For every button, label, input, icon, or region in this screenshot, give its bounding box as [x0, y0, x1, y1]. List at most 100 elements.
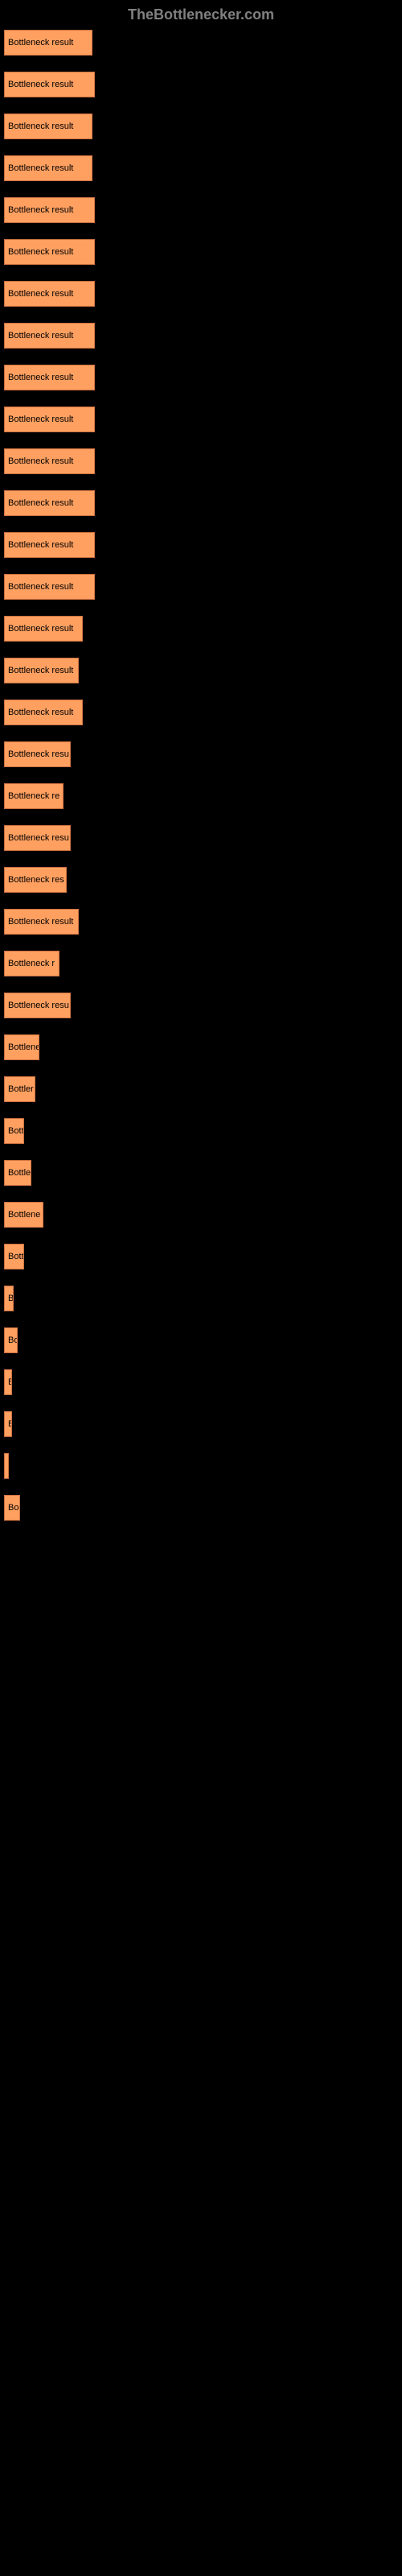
chart-bar: Bott: [4, 1244, 24, 1269]
chart-bar: Bottleneck resu: [4, 993, 71, 1018]
watermark-text: TheBottlenecker.com: [0, 0, 402, 30]
bar-row: B: [4, 1369, 398, 1395]
bar-label: B: [8, 1377, 12, 1387]
bar-label: B: [8, 1419, 12, 1429]
chart-bar: Bottleneck result: [4, 490, 95, 516]
chart-bar: Bottleneck result: [4, 574, 95, 600]
bar-row: Bottleneck result: [4, 700, 398, 725]
bar-label: Bottleneck result: [8, 163, 73, 173]
bar-label: Bo: [8, 1503, 18, 1513]
bar-label: Bottleneck result: [8, 456, 73, 466]
chart-bar: Bottleneck result: [4, 616, 83, 642]
bar-chart: Bottleneck result Bottleneck result Bottle…: [0, 30, 402, 1521]
chart-bar: B: [4, 1369, 12, 1395]
bar-label: Bottle: [8, 1168, 31, 1178]
bar-label: Bottler: [8, 1084, 34, 1094]
bar-row: Bottler: [4, 1076, 398, 1102]
chart-bar: Bottleneck re: [4, 783, 64, 809]
bar-row: Bottle: [4, 1160, 398, 1186]
bar-row: Bottleneck resu: [4, 741, 398, 767]
chart-bar: B: [4, 1411, 12, 1437]
chart-bar: Bottleneck result: [4, 700, 83, 725]
bar-label: Bott: [8, 1252, 24, 1261]
chart-bar: Bottleneck result: [4, 909, 79, 935]
bar-label: Bottleneck re: [8, 791, 59, 801]
bar-label: Bottleneck result: [8, 38, 73, 47]
bar-row: B: [4, 1411, 398, 1437]
chart-bar: Bo: [4, 1327, 18, 1353]
bar-label: Bottleneck result: [8, 373, 73, 382]
chart-bar: Bottleneck result: [4, 448, 95, 474]
bar-label: Bottleneck result: [8, 80, 73, 89]
bar-row: Bottleneck result: [4, 155, 398, 181]
chart-bar: Bottleneck r: [4, 951, 59, 976]
bar-row: Bottleneck result: [4, 574, 398, 600]
bar-row: Bottleneck result: [4, 323, 398, 349]
chart-bar: Bottleneck result: [4, 281, 95, 307]
bar-label: Bottleneck result: [8, 331, 73, 341]
bar-row: Bottleneck result: [4, 197, 398, 223]
bar-row: Bottleneck result: [4, 239, 398, 265]
bar-row: Bottleneck r: [4, 951, 398, 976]
chart-bar: Bottleneck res: [4, 867, 67, 893]
bar-label: Bottleneck result: [8, 708, 73, 717]
bar-label: Bottleneck result: [8, 540, 73, 550]
bar-label: Bottleneck result: [8, 247, 73, 257]
bar-row: Bottleneck result: [4, 114, 398, 139]
bar-label: Bottleneck result: [8, 582, 73, 592]
chart-bar: Bottleneck result: [4, 155, 92, 181]
bar-row: Bottleneck result: [4, 658, 398, 683]
bar-label: Bottleneck result: [8, 122, 73, 131]
bar-label: Bottleneck result: [8, 498, 73, 508]
bar-row: Bottleneck result: [4, 616, 398, 642]
chart-bar: Bottleneck result: [4, 407, 95, 432]
bar-row: Bottleneck resu: [4, 825, 398, 851]
bar-row: Bott: [4, 1244, 398, 1269]
bar-label: Bottleneck res: [8, 875, 64, 885]
chart-bar: Bottle: [4, 1160, 31, 1186]
bar-label: Bott: [8, 1126, 24, 1136]
bar-row: Bottleneck res: [4, 867, 398, 893]
bar-label: Bottleneck result: [8, 666, 73, 675]
bar-row: Bottlene: [4, 1202, 398, 1228]
bar-row: Bottleneck result: [4, 30, 398, 56]
chart-bar: Bottleneck result: [4, 30, 92, 56]
bar-row: Bottleneck result: [4, 365, 398, 390]
chart-bar: Bottleneck result: [4, 658, 79, 683]
bar-row: B: [4, 1286, 398, 1311]
bar-row: Bottleneck result: [4, 281, 398, 307]
chart-bar: Bottleneck result: [4, 114, 92, 139]
chart-bar: Bottleneck result: [4, 239, 95, 265]
bar-label: Bottleneck resu: [8, 749, 69, 759]
chart-bar: [4, 1453, 9, 1479]
chart-bar: Bottleneck result: [4, 197, 95, 223]
bar-label: Bottleneck result: [8, 415, 73, 424]
bar-label: Bottleneck resu: [8, 1001, 69, 1010]
chart-bar: Bottleneck resu: [4, 825, 71, 851]
bar-row: Bottleneck resu: [4, 993, 398, 1018]
bar-label: Bottleneck resu: [8, 833, 69, 843]
bar-label: Bottleneck result: [8, 624, 73, 634]
bar-label: B: [8, 1294, 14, 1303]
chart-bar: Bottleneck result: [4, 365, 95, 390]
bar-label: Bottlene: [8, 1210, 40, 1220]
bar-label: Bottleneck r: [8, 959, 55, 968]
bar-label: Bottleneck result: [8, 289, 73, 299]
bar-row: Bo: [4, 1327, 398, 1353]
bar-row: Bottleneck result: [4, 72, 398, 97]
bar-label: Bo: [8, 1335, 18, 1345]
bar-row: Bottlene: [4, 1034, 398, 1060]
bar-row: Bottleneck result: [4, 407, 398, 432]
bar-row: Bo: [4, 1495, 398, 1521]
bar-row: [4, 1453, 398, 1479]
bar-row: Bottleneck re: [4, 783, 398, 809]
chart-bar: Bottleneck result: [4, 72, 95, 97]
bar-row: Bottleneck result: [4, 490, 398, 516]
chart-bar: Bottlene: [4, 1202, 43, 1228]
chart-bar: Bottleneck result: [4, 323, 95, 349]
bar-row: Bottleneck result: [4, 448, 398, 474]
chart-bar: Bottleneck result: [4, 532, 95, 558]
chart-bar: Bottleneck resu: [4, 741, 71, 767]
bar-row: Bott: [4, 1118, 398, 1144]
bar-label: Bottlene: [8, 1042, 39, 1052]
